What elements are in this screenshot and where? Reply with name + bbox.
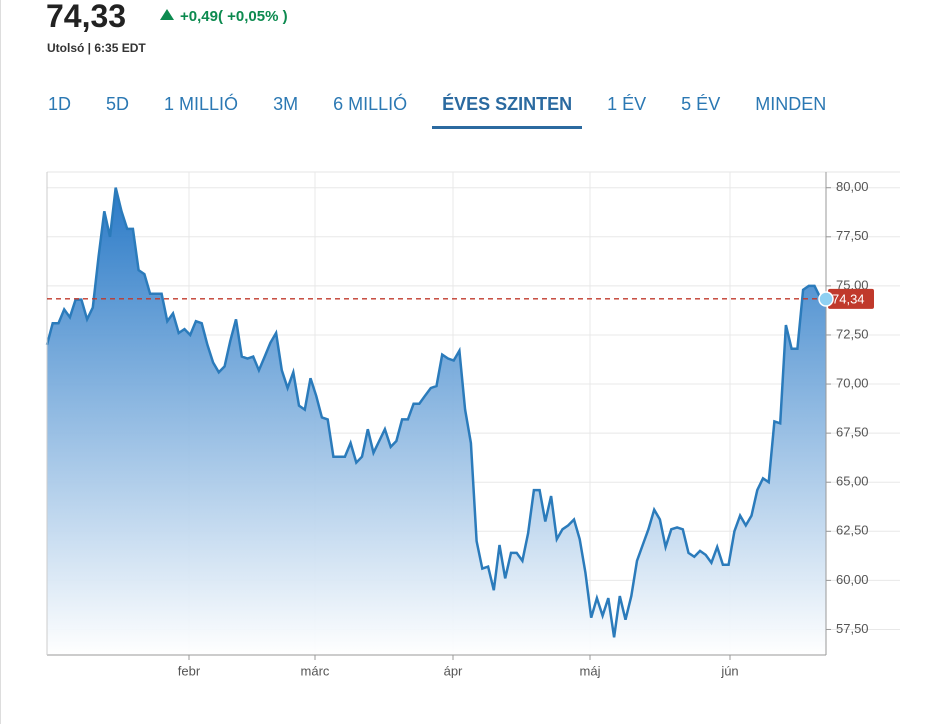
reference-label-box [828,288,874,309]
x-tick-label: febr [178,663,201,678]
reference-label: 74,34 [832,291,865,306]
y-tick-label: 72,50 [836,326,869,341]
y-tick-label: 62,50 [836,523,869,538]
range-tab[interactable]: MINDEN [755,94,827,114]
price-change: +0,49( +0,05% ) [180,8,288,25]
range-tab[interactable]: 1D [48,94,72,114]
y-tick-label: 80,00 [836,179,869,194]
x-tick-label: ápr [444,663,463,678]
y-tick-label: 60,00 [836,572,869,587]
x-tick-label: jún [720,663,738,678]
range-tab[interactable]: ÉVES SZINTEN [432,94,583,129]
range-tab[interactable]: 5 ÉV [681,94,721,114]
y-tick-label: 65,00 [836,474,869,489]
range-tab[interactable]: 1 MILLIÓ [164,94,239,114]
price: 74,33 [46,0,127,34]
range-tab[interactable]: 5D [106,94,130,114]
range-tab[interactable]: 6 MILLIÓ [333,94,408,114]
y-tick-label: 67,50 [836,425,869,440]
y-tick-label: 57,50 [836,621,869,636]
last-point [818,291,834,307]
y-tick-label: 75,00 [836,277,869,292]
up-arrow [160,9,174,20]
border [0,0,1,724]
y-tick-label: 77,50 [836,228,869,243]
range-tabs: 1D 5D 1 MILLIÓ 3M 6 MILLIÓ ÉVES SZINTEN 1 ÉV 5 … [48,94,861,129]
range-tab[interactable]: 3M [273,94,299,114]
x-tick-label: máj [580,663,601,678]
range-tab[interactable]: 1 ÉV [607,94,647,114]
area [47,187,826,655]
x-tick-label: márc [301,663,330,678]
last-update: Utolsó | 6:35 EDT [47,41,146,55]
line [45,187,827,638]
y-tick-label: 70,00 [836,375,869,390]
